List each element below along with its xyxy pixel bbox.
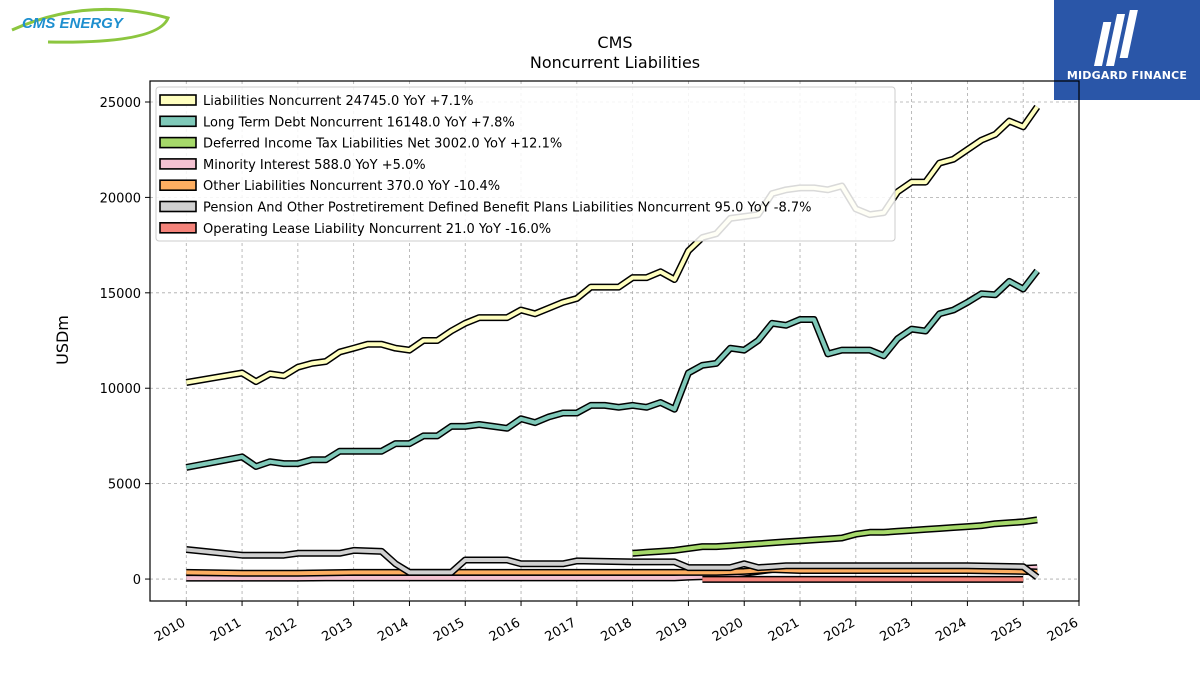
- x-tick-label: 2024: [933, 615, 969, 645]
- series-stroke: [186, 547, 1039, 579]
- series-line-0: [185, 104, 1041, 386]
- y-axis-ticks: 0 5000 10000 15000 20000 25000: [100, 96, 150, 588]
- legend-swatch: [159, 179, 197, 191]
- series-stroke: [632, 517, 1038, 556]
- x-tick-label: 2025: [989, 615, 1025, 645]
- legend-swatch: [159, 222, 197, 234]
- x-tick-label: 2015: [431, 615, 467, 645]
- logo-swoosh: [11, 7, 170, 44]
- legend-label: Other Liabilities Noncurrent 370.0 YoY -…: [203, 179, 500, 194]
- legend-label: Operating Lease Liability Noncurrent 21.…: [203, 222, 551, 237]
- x-tick-label: 2019: [654, 615, 690, 645]
- y-tick-label: 20000: [100, 191, 141, 206]
- y-axis-label: USDm: [53, 315, 72, 365]
- midgard-emblem-icon: [1093, 10, 1138, 66]
- x-axis-ticks: 2010 2011 2012 2013 2014 2015 2016 2017 2018 2019…: [152, 601, 1081, 645]
- series-line-5: [185, 546, 1040, 580]
- x-tick-label: 2017: [543, 615, 579, 645]
- midgard-finance-logo: MIDGARD FINANCE: [1054, 0, 1200, 100]
- chart-title: CMS: [597, 33, 632, 52]
- legend-entry: Other Liabilities Noncurrent 370.0 YoY -…: [159, 179, 500, 194]
- cms-logo-text: CMS ENERGY: [22, 15, 125, 32]
- x-tick-label: 2016: [487, 615, 523, 645]
- x-tick-label: 2013: [319, 615, 355, 645]
- series-line-4: [186, 566, 1038, 577]
- series-stroke: [185, 269, 1039, 470]
- x-tick-label: 2012: [264, 615, 300, 645]
- legend-swatch: [159, 136, 197, 149]
- series-stroke: [185, 105, 1039, 385]
- legend: Liabilities Noncurrent 24745.0 YoY +7.1%…: [155, 86, 896, 242]
- legend-swatch: [159, 200, 197, 213]
- x-tick-label: 2021: [766, 615, 802, 645]
- legend-entry: Deferred Income Tax Liabilities Net 3002…: [159, 136, 562, 152]
- x-tick-label: 2018: [598, 615, 634, 645]
- x-tick-label: 2011: [208, 615, 244, 645]
- legend-swatch: [159, 158, 197, 170]
- legend-label: Minority Interest 588.0 YoY +5.0%: [203, 158, 426, 173]
- legend-label: Liabilities Noncurrent 24745.0 YoY +7.1%: [203, 94, 474, 109]
- series-stroke: [186, 567, 1038, 576]
- x-tick-label: 2023: [877, 615, 913, 645]
- plot-frame: [149, 80, 1080, 602]
- x-tick-label: 2014: [375, 615, 411, 645]
- legend-label: Pension And Other Postretirement Defined…: [203, 201, 812, 216]
- legend-entry: Liabilities Noncurrent 24745.0 YoY +7.1%: [159, 94, 474, 109]
- midgard-finance-text: MIDGARD FINANCE: [1066, 69, 1188, 82]
- legend-label: Deferred Income Tax Liabilities Net 3002…: [203, 137, 562, 152]
- series-line-2: [632, 516, 1038, 557]
- x-tick-label: 2026: [1045, 615, 1081, 645]
- x-tick-label: 2010: [152, 615, 188, 645]
- x-tick-label: 2022: [822, 615, 858, 645]
- y-tick-label: 25000: [100, 96, 141, 111]
- y-tick-label: 15000: [100, 287, 141, 302]
- series-line-1: [185, 268, 1040, 471]
- legend-label: Long Term Debt Noncurrent 16148.0 YoY +7…: [203, 115, 515, 130]
- y-tick-label: 5000: [108, 478, 141, 493]
- x-tick-label: 2020: [710, 615, 746, 645]
- series-outline: [185, 268, 1040, 471]
- legend-swatch: [159, 94, 197, 106]
- legend-entry: Minority Interest 588.0 YoY +5.0%: [159, 158, 426, 173]
- series-lines: [185, 104, 1041, 583]
- cms-energy-logo: CMS ENERGY: [11, 7, 170, 44]
- legend-entry: Pension And Other Postretirement Defined…: [159, 200, 812, 216]
- legend-entry: Operating Lease Liability Noncurrent 21.…: [159, 222, 551, 237]
- legend-box: [155, 86, 896, 242]
- chart-subtitle: Noncurrent Liabilities: [530, 53, 700, 72]
- y-tick-label: 0: [133, 573, 141, 588]
- y-tick-label: 10000: [100, 382, 141, 397]
- legend-entry: Long Term Debt Noncurrent 16148.0 YoY +7…: [159, 115, 515, 130]
- legend-swatch: [159, 115, 197, 128]
